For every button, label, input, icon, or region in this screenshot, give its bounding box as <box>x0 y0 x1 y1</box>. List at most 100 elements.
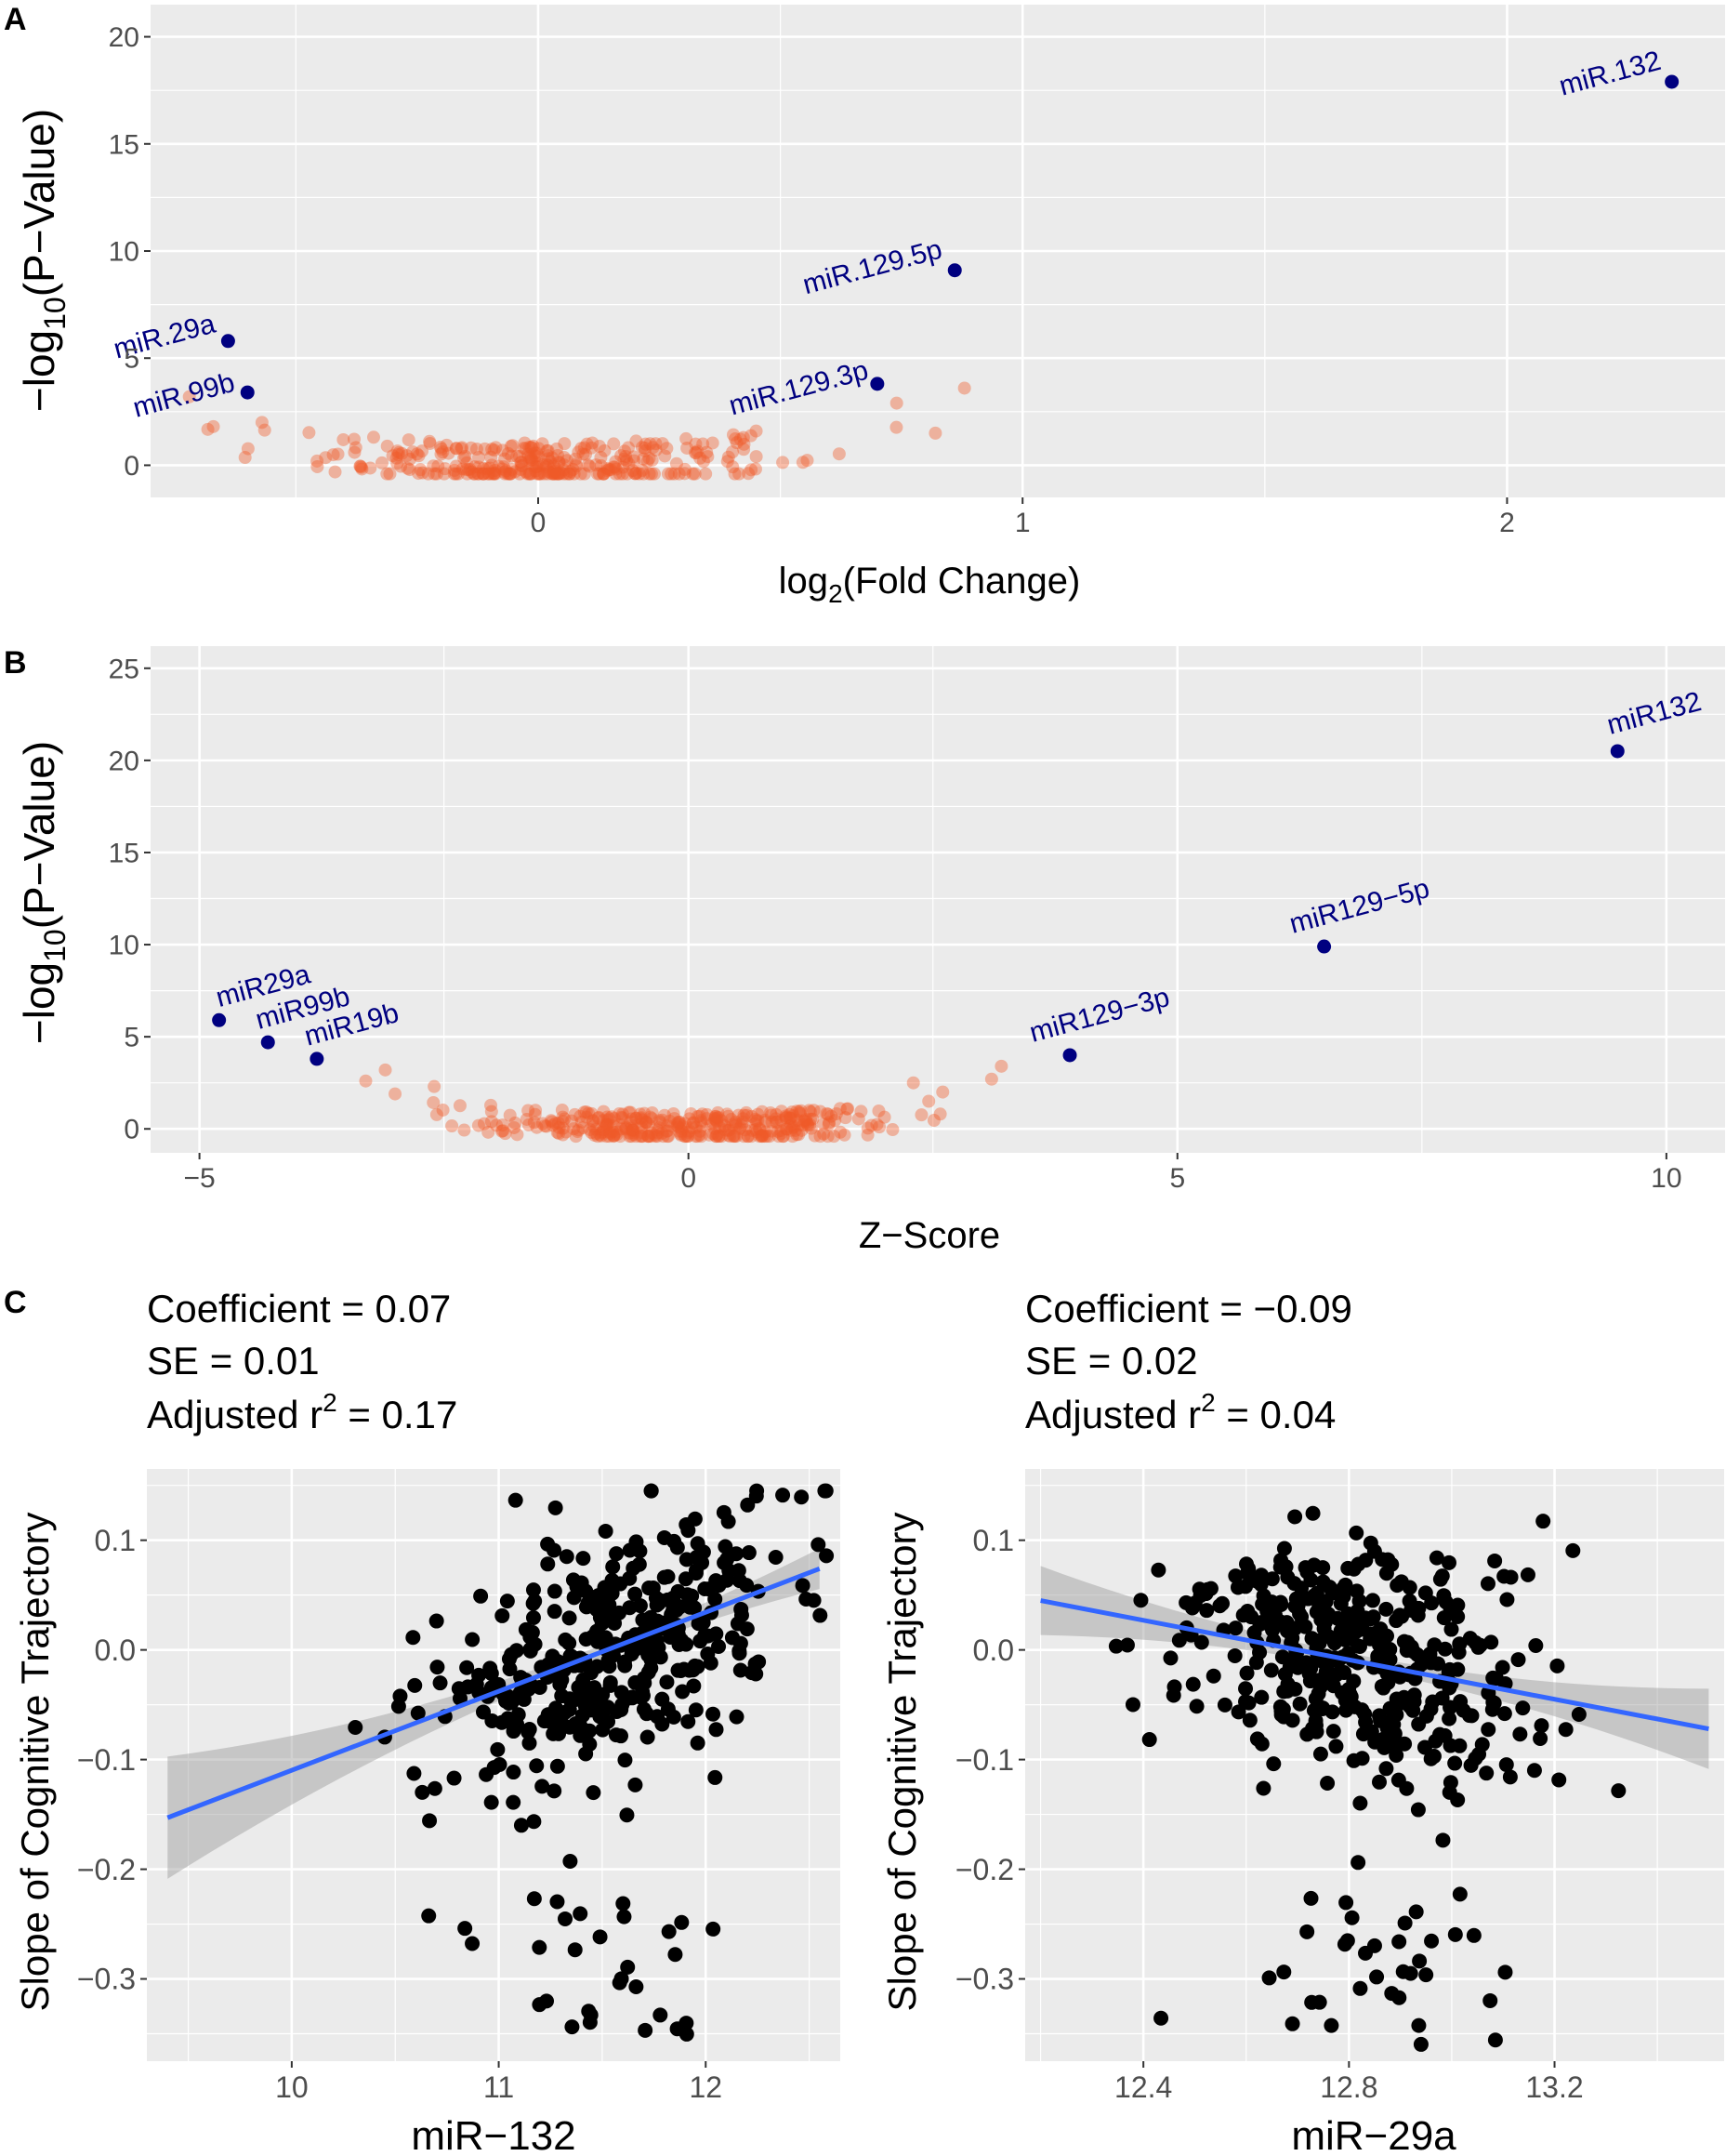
panel-b-point <box>800 1118 814 1131</box>
c-right-point <box>1406 1694 1422 1710</box>
panel-b-point <box>792 1104 806 1118</box>
panel-b-point <box>582 1106 596 1120</box>
panel-b-point <box>700 1107 714 1121</box>
c-left-point <box>749 1483 765 1499</box>
panel-a-point <box>402 463 416 477</box>
panel-b-point <box>681 1126 695 1140</box>
c-left-point <box>551 1726 567 1741</box>
panel-a-point <box>726 428 740 442</box>
panel-b-point <box>687 1116 701 1130</box>
panel-a-point <box>592 467 606 481</box>
c-right-point <box>1166 1687 1181 1703</box>
panel-a-point <box>501 467 515 481</box>
panel-a-point <box>482 461 496 475</box>
panel-b-point <box>663 1114 677 1128</box>
c-left-point <box>564 2019 580 2035</box>
panel-b-point <box>603 1126 617 1140</box>
c-right-point <box>1534 1718 1549 1734</box>
panel-a-point <box>617 452 631 466</box>
panel-a-point <box>604 463 618 477</box>
panel-a-point <box>533 467 547 481</box>
panel-a-point <box>622 441 636 455</box>
c-left-coefficient: Coefficient = 0.07 <box>147 1287 451 1330</box>
panel-a-point <box>545 467 559 481</box>
c-right-point <box>1240 1604 1256 1620</box>
panel-a-point <box>552 455 566 469</box>
panel-a-point <box>495 443 509 457</box>
c-left-point <box>410 1705 426 1721</box>
panel-b-x-tick-label: 0 <box>680 1163 696 1194</box>
panel-b-point <box>679 1130 692 1144</box>
panel-b-point <box>641 1118 655 1131</box>
c-right-point <box>1341 1681 1357 1697</box>
panel-a-point <box>403 452 417 466</box>
panel-a-point <box>699 467 713 481</box>
panel-b-point <box>717 1118 731 1132</box>
panel-b-point <box>453 1099 467 1113</box>
c-right-point <box>1276 1541 1292 1556</box>
c-left-point <box>558 1911 573 1926</box>
c-right-point <box>1410 1802 1426 1818</box>
panel-b-point <box>588 1126 602 1140</box>
panel-a-point <box>696 455 710 469</box>
c-right-point <box>1330 1610 1346 1626</box>
panel-a-point <box>431 459 445 473</box>
c-right-point <box>1479 1766 1495 1781</box>
panel-b-point <box>556 1115 570 1129</box>
panel-b-point <box>682 1124 696 1138</box>
c-right-point <box>1351 1639 1367 1655</box>
panel-a-point <box>547 459 560 473</box>
c-right-point <box>1411 1716 1427 1732</box>
panel-a-point <box>616 460 630 474</box>
panel-a-point <box>574 442 588 456</box>
c-right-point <box>1311 1599 1327 1615</box>
panel-b-point <box>745 1123 759 1137</box>
panel-a-point <box>557 458 571 472</box>
panel-b-point <box>872 1104 886 1118</box>
panel-b-point <box>599 1118 613 1131</box>
panel-b-point <box>665 1119 679 1133</box>
c-left-point <box>690 1735 705 1751</box>
panel-a-point <box>649 443 663 457</box>
panel-b-point <box>484 1115 498 1129</box>
c-right-point <box>1466 1927 1482 1943</box>
panel-b-point <box>703 1128 717 1142</box>
c-left-point <box>526 1814 542 1830</box>
c-left-point <box>521 1735 537 1751</box>
panel-a-point <box>737 443 751 456</box>
panel-b-point <box>802 1104 816 1118</box>
panel-b-point <box>710 1115 724 1129</box>
c-left-point <box>532 1939 547 1955</box>
panel-b-point <box>625 1118 639 1132</box>
c-right-point <box>1315 1654 1331 1670</box>
panel-b-point <box>662 1130 676 1144</box>
panel-b-point <box>771 1130 785 1144</box>
panel-a-point <box>489 467 503 481</box>
panel-a-point <box>640 455 654 469</box>
panel-a-point <box>597 467 611 481</box>
c-right-point <box>1163 1650 1179 1666</box>
c-left-point <box>586 1685 602 1700</box>
c-right-point <box>1496 1568 1512 1584</box>
c-left-point <box>483 1794 499 1810</box>
c-right-point <box>1266 1756 1282 1772</box>
c-right-y-tick-label: 0.1 <box>973 1524 1014 1557</box>
panel-b-ticks: −5 0 5 10 0 5 10 15 20 25 <box>109 654 1682 1194</box>
c-right-point <box>1350 1612 1365 1628</box>
c-right-fit-line <box>1040 1598 1709 1732</box>
c-right-point <box>1463 1757 1479 1773</box>
panel-b-point <box>457 1123 471 1137</box>
panel-b-point <box>706 1116 720 1130</box>
panel-a-point <box>375 456 389 470</box>
panel-b-point <box>694 1130 708 1144</box>
panel-a-point <box>459 463 473 477</box>
c-left-point <box>639 1729 655 1745</box>
panel-b-point <box>783 1119 797 1133</box>
panel-b-point <box>730 1130 744 1144</box>
c-right-point <box>1199 1603 1215 1619</box>
panel-a-grid <box>151 5 1725 497</box>
c-right-x-tick-label: 12.4 <box>1114 2070 1172 2104</box>
panel-b-point <box>551 1116 565 1130</box>
c-left-point <box>540 1556 556 1572</box>
panel-a-point <box>597 467 611 481</box>
